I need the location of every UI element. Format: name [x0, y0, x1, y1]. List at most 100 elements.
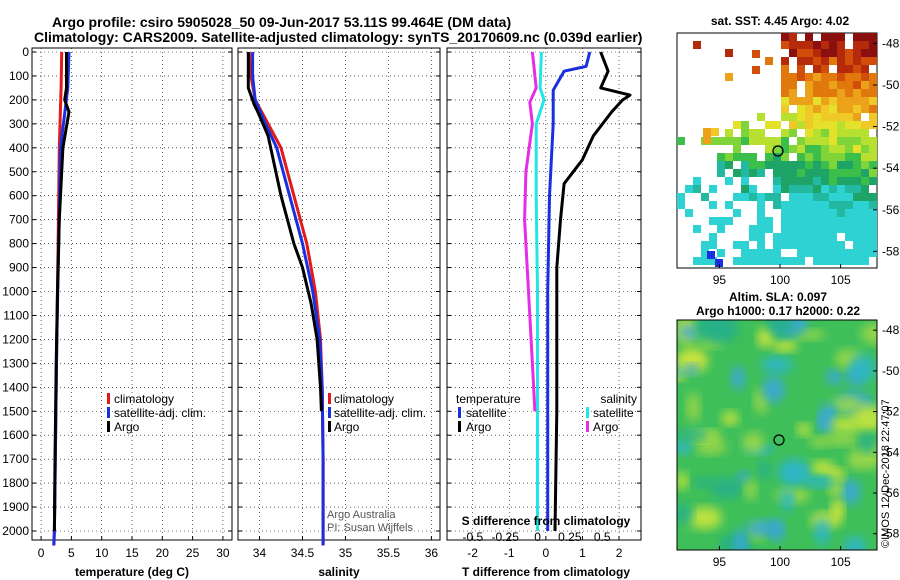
- sst-cell: [741, 257, 749, 265]
- sst-cell: [821, 33, 829, 41]
- series-line-satellite-adj-clim-: [251, 52, 325, 546]
- sst-cell: [757, 201, 765, 209]
- sst-cell: [725, 161, 733, 169]
- x-tick-label: 25: [186, 546, 200, 560]
- map-lon-label: 100: [770, 555, 790, 569]
- sst-cell: [861, 33, 869, 41]
- x-tick-label: 15: [125, 546, 139, 560]
- sst-cell: [869, 113, 877, 121]
- series-line-argo: [246, 52, 323, 412]
- sst-cell: [821, 201, 829, 209]
- legend-swatch-climatology: [328, 393, 331, 404]
- map-lon-label: 95: [713, 555, 727, 569]
- sst-cell: [773, 121, 781, 129]
- legend-sal-satellite: satellite: [593, 406, 634, 420]
- sst-cell: [869, 41, 877, 49]
- sst-cell: [821, 177, 829, 185]
- sst-cell: [789, 89, 797, 97]
- sst-cell: [701, 241, 709, 249]
- sst-cell: [741, 185, 749, 193]
- sla-blob: [830, 417, 861, 433]
- sst-cell: [781, 257, 789, 265]
- sst-cell: [869, 145, 877, 153]
- sst-cell: [813, 105, 821, 113]
- sst-cell: [733, 257, 741, 265]
- sst-cell: [773, 137, 781, 145]
- x-top-tick-label: 0.5: [594, 530, 611, 544]
- sst-cell: [709, 233, 717, 241]
- sla-blob: [810, 460, 836, 475]
- s-difference-axis-label: S difference from climatology: [462, 514, 631, 528]
- sst-cell: [773, 193, 781, 201]
- sst-cell: [861, 225, 869, 233]
- sst-cell: [717, 249, 725, 257]
- sla-blob: [843, 536, 867, 550]
- sst-cell: [725, 137, 733, 145]
- sst-cell: [805, 225, 813, 233]
- series-line-temperature-satellite: [546, 51, 592, 531]
- sst-cell: [805, 81, 813, 89]
- sst-cell: [845, 209, 853, 217]
- sst-cell: [837, 145, 845, 153]
- sst-cell: [781, 105, 789, 113]
- sst-cell: [805, 49, 813, 57]
- sst-cell: [861, 57, 869, 65]
- sla-blob: [780, 488, 795, 512]
- sst-cell: [829, 257, 837, 265]
- sst-cell: [821, 137, 829, 145]
- legend-swatch-temp-argo: [458, 421, 461, 432]
- sst-cell: [813, 257, 821, 265]
- sst-cell: [781, 137, 789, 145]
- sst-cell: [813, 217, 821, 225]
- sst-cell: [749, 225, 757, 233]
- sst-cell: [717, 169, 725, 177]
- sst-cell: [741, 241, 749, 249]
- sst-cell: [741, 153, 749, 161]
- sst-cell: [709, 217, 717, 225]
- sst-cell: [853, 57, 861, 65]
- sst-cell: [725, 217, 733, 225]
- sst-cell: [709, 185, 717, 193]
- sst-cell: [845, 249, 853, 257]
- sst-cell: [869, 177, 877, 185]
- sst-cell: [749, 137, 757, 145]
- sst-cell: [781, 41, 789, 49]
- sst-cell: [829, 41, 837, 49]
- y-tick-label: 1400: [2, 380, 29, 394]
- sst-cell: [845, 89, 853, 97]
- sst-cell: [861, 41, 869, 49]
- sst-cell: [853, 65, 861, 73]
- sst-cell: [797, 225, 805, 233]
- sst-cell: [821, 249, 829, 257]
- sst-cell: [789, 145, 797, 153]
- sst-cell: [797, 145, 805, 153]
- sst-cell: [853, 97, 861, 105]
- sst-cell: [813, 153, 821, 161]
- salinity-axis-label: salinity: [318, 565, 360, 579]
- sst-cell: [853, 161, 861, 169]
- sst-cell: [829, 73, 837, 81]
- sst-cell: [853, 241, 861, 249]
- sst-cell: [725, 177, 733, 185]
- sst-cell: [869, 225, 877, 233]
- sst-cell: [789, 41, 797, 49]
- y-tick-label: 500: [9, 165, 29, 179]
- sla-blob: [801, 476, 835, 488]
- legend-swatch-climatology: [107, 393, 110, 404]
- legend-swatch-sal-argo: [586, 421, 589, 432]
- sst-cell: [853, 145, 861, 153]
- sst-cell: [781, 145, 789, 153]
- sst-cell: [789, 49, 797, 57]
- sst-cell: [837, 73, 845, 81]
- sst-cell: [869, 161, 877, 169]
- sla-blob: [742, 432, 765, 454]
- argo-position-marker-sla: [773, 434, 785, 446]
- sst-cell: [757, 249, 765, 257]
- sst-cell: [837, 105, 845, 113]
- sst-cell: [837, 185, 845, 193]
- sst-cell: [765, 249, 773, 257]
- x-tick-label: 34.5: [291, 546, 315, 560]
- sst-cell: [869, 97, 877, 105]
- sst-cell: [845, 225, 853, 233]
- sst-cell: [861, 145, 869, 153]
